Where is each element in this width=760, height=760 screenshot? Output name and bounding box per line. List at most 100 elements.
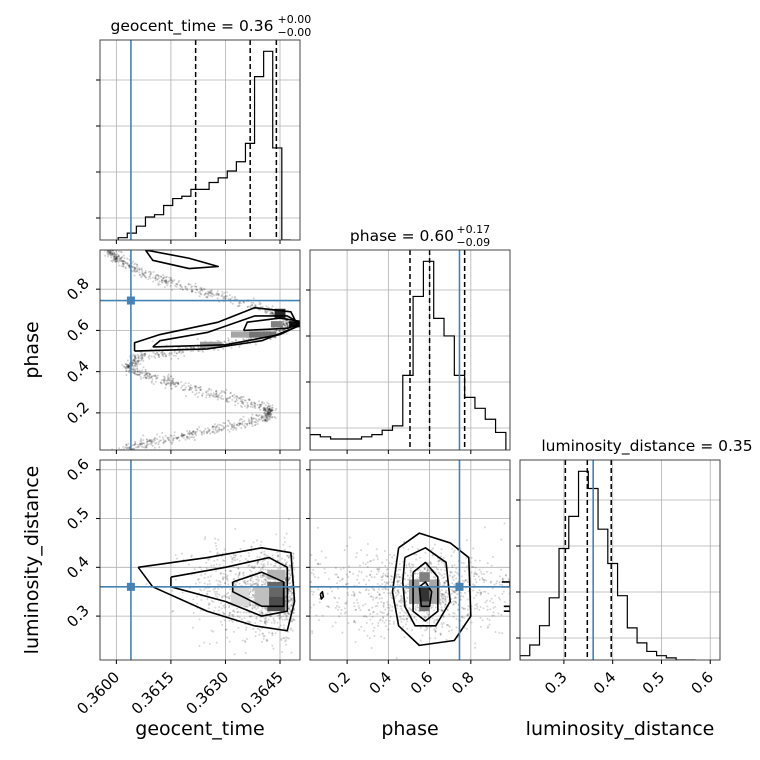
sample-point (166, 282, 169, 285)
sample-point (141, 274, 144, 277)
sample-point (106, 247, 108, 249)
sample-point (245, 628, 248, 631)
sample-point (177, 382, 180, 385)
sample-point (434, 629, 437, 632)
sample-point (409, 567, 412, 570)
x-tick-label-luminosity_distance: 0.6 (687, 668, 717, 698)
sample-point (289, 610, 292, 613)
sample-point (225, 628, 228, 631)
sample-point (284, 579, 287, 582)
sample-point (160, 351, 163, 354)
sample-point (161, 279, 164, 282)
contour-line (418, 581, 433, 608)
sample-point (205, 295, 208, 298)
sample-point (228, 640, 231, 643)
sample-point (268, 312, 271, 315)
sample-point (132, 260, 135, 263)
sample-point (164, 279, 167, 282)
sample-point (260, 416, 263, 419)
sample-point (144, 269, 147, 272)
sample-point (179, 285, 182, 288)
sample-point (430, 548, 433, 551)
sample-point (135, 446, 138, 449)
sample-point (182, 436, 185, 439)
sample-point (175, 381, 178, 384)
sample-point (126, 366, 129, 369)
sample-point (395, 595, 398, 598)
sample-point (172, 383, 175, 386)
sample-point (242, 424, 245, 427)
panel-border (309, 249, 511, 451)
sample-point (243, 579, 246, 582)
sample-point (455, 626, 458, 629)
sample-point (461, 606, 464, 609)
sample-point (266, 417, 269, 420)
sample-point (112, 252, 115, 255)
sample-point (201, 349, 204, 352)
sample-point (404, 572, 407, 575)
sample-point (223, 548, 226, 551)
sample-point (131, 266, 134, 269)
sample-point (452, 615, 455, 618)
sample-point (403, 578, 406, 581)
sample-point (242, 571, 245, 574)
sample-point (266, 407, 269, 410)
sample-point (192, 433, 195, 436)
sample-point (451, 564, 454, 567)
sample-point (257, 414, 260, 417)
sample-point (267, 405, 270, 408)
sample-point (210, 394, 213, 397)
sample-point (249, 569, 252, 572)
sample-point (204, 427, 207, 430)
sample-point (208, 582, 211, 585)
sample-point (507, 578, 510, 581)
sample-point (115, 257, 118, 260)
sample-point (441, 623, 444, 626)
sample-point (335, 573, 338, 576)
sample-point (291, 602, 294, 605)
sample-point (246, 583, 249, 586)
sample-point (164, 440, 167, 443)
sample-point (443, 576, 446, 579)
sample-point (145, 276, 148, 279)
sample-point (133, 358, 136, 361)
sample-point (203, 641, 206, 644)
panel-border (99, 459, 301, 661)
sample-point (407, 563, 410, 566)
sample-point (413, 615, 416, 618)
sample-point (136, 367, 139, 370)
sample-point (384, 625, 387, 628)
sample-point (482, 607, 485, 610)
sample-point (251, 423, 254, 426)
sample-point (314, 558, 317, 561)
sample-point (393, 566, 396, 569)
sample-point (109, 251, 112, 254)
sample-point (425, 628, 428, 631)
sample-point (142, 353, 145, 356)
sample-point (220, 429, 223, 432)
sample-point (256, 563, 259, 566)
sample-point (254, 583, 257, 586)
sample-point (474, 566, 477, 569)
sample-point (134, 443, 137, 446)
sample-point (262, 406, 265, 409)
sample-point (115, 256, 118, 259)
sample-point (259, 306, 262, 309)
sample-point (162, 375, 165, 378)
sample-point (202, 350, 205, 353)
sample-point (133, 360, 136, 363)
sample-point (274, 562, 277, 565)
sample-point (115, 260, 118, 263)
sample-point (270, 408, 273, 411)
sample-point (136, 368, 139, 371)
sample-point (250, 545, 253, 548)
sample-point (188, 437, 191, 440)
sample-point (285, 614, 288, 617)
sample-point (479, 593, 482, 596)
sample-point (149, 442, 152, 445)
sample-point (409, 571, 412, 574)
sample-point (252, 302, 255, 305)
sample-point (397, 568, 400, 571)
sample-point (262, 563, 265, 566)
sample-point (268, 409, 271, 412)
